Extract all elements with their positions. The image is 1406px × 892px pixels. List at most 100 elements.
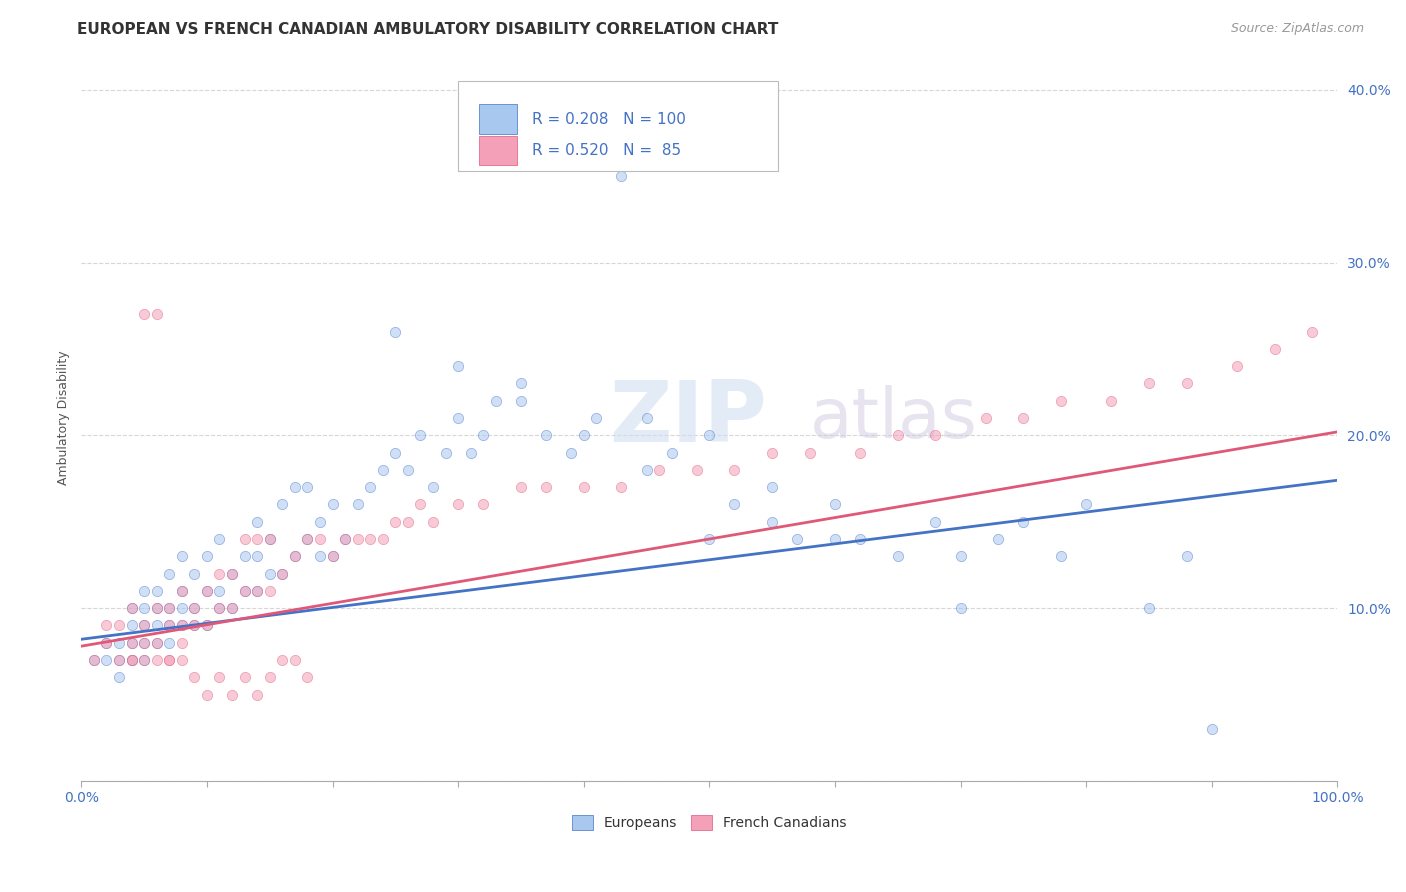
Point	[321, 549, 343, 564]
Point	[259, 670, 281, 684]
FancyBboxPatch shape	[479, 136, 517, 165]
Point	[333, 532, 356, 546]
Point	[786, 532, 808, 546]
Point	[132, 307, 155, 321]
Point	[96, 636, 118, 650]
Point	[145, 653, 167, 667]
Point	[447, 411, 470, 425]
Point	[233, 532, 256, 546]
Point	[183, 601, 205, 615]
Point	[434, 445, 457, 459]
Point	[108, 670, 131, 684]
Point	[284, 549, 307, 564]
Point	[157, 566, 180, 581]
Point	[157, 618, 180, 632]
Point	[246, 583, 269, 598]
Point	[170, 618, 193, 632]
Point	[121, 636, 143, 650]
Point	[949, 549, 972, 564]
Point	[472, 428, 495, 442]
Point	[96, 653, 118, 667]
Point	[1050, 549, 1073, 564]
Point	[195, 549, 218, 564]
Text: Source: ZipAtlas.com: Source: ZipAtlas.com	[1230, 22, 1364, 36]
Point	[585, 411, 607, 425]
Point	[761, 480, 783, 494]
Point	[510, 376, 533, 391]
Point	[572, 480, 595, 494]
Point	[195, 688, 218, 702]
Point	[333, 532, 356, 546]
Point	[384, 515, 406, 529]
Point	[208, 532, 231, 546]
Point	[83, 653, 105, 667]
Point	[145, 636, 167, 650]
Point	[259, 532, 281, 546]
Point	[108, 636, 131, 650]
Point	[510, 480, 533, 494]
Point	[121, 601, 143, 615]
Point	[145, 601, 167, 615]
Point	[170, 549, 193, 564]
Point	[1301, 325, 1323, 339]
Point	[183, 566, 205, 581]
Point	[132, 618, 155, 632]
FancyBboxPatch shape	[479, 104, 517, 134]
Point	[284, 549, 307, 564]
Point	[887, 428, 910, 442]
Point	[560, 445, 582, 459]
Point	[309, 515, 332, 529]
Point	[271, 653, 294, 667]
Point	[121, 618, 143, 632]
Point	[108, 618, 131, 632]
Point	[233, 583, 256, 598]
Point	[924, 428, 946, 442]
Point	[183, 618, 205, 632]
Y-axis label: Ambulatory Disability: Ambulatory Disability	[58, 351, 70, 485]
Point	[221, 566, 243, 581]
Point	[1137, 601, 1160, 615]
Point	[359, 480, 381, 494]
Point	[1175, 376, 1198, 391]
Point	[108, 653, 131, 667]
Point	[1012, 411, 1035, 425]
Point	[321, 549, 343, 564]
Point	[371, 532, 394, 546]
Point	[183, 601, 205, 615]
Point	[208, 583, 231, 598]
Point	[132, 601, 155, 615]
Point	[145, 618, 167, 632]
Point	[610, 480, 633, 494]
Point	[359, 532, 381, 546]
Point	[145, 636, 167, 650]
Point	[157, 636, 180, 650]
Point	[195, 583, 218, 598]
Point	[699, 428, 721, 442]
Point	[396, 463, 419, 477]
Point	[195, 583, 218, 598]
Point	[259, 566, 281, 581]
Point	[761, 445, 783, 459]
Point	[297, 532, 319, 546]
Point	[195, 618, 218, 632]
Point	[384, 325, 406, 339]
Point	[183, 618, 205, 632]
Point	[346, 498, 368, 512]
Point	[221, 688, 243, 702]
Point	[510, 393, 533, 408]
Point	[170, 636, 193, 650]
Point	[1201, 722, 1223, 736]
Point	[447, 498, 470, 512]
Legend: Europeans, French Canadians: Europeans, French Canadians	[567, 810, 852, 836]
Point	[246, 549, 269, 564]
Point	[271, 566, 294, 581]
Point	[297, 532, 319, 546]
Point	[96, 636, 118, 650]
Point	[887, 549, 910, 564]
Point	[121, 601, 143, 615]
Point	[485, 393, 508, 408]
Point	[1175, 549, 1198, 564]
Point	[297, 670, 319, 684]
Point	[246, 583, 269, 598]
Point	[183, 670, 205, 684]
